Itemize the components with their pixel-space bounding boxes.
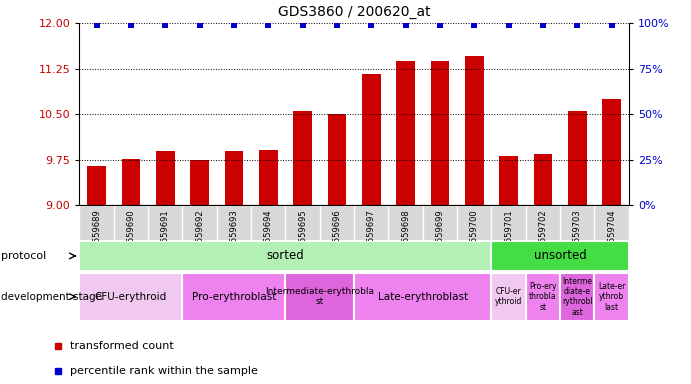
Text: GSM559696: GSM559696: [332, 210, 341, 260]
Text: Late-er
ythrob
last: Late-er ythrob last: [598, 282, 625, 311]
Text: GSM559702: GSM559702: [538, 210, 547, 260]
Bar: [568, 111, 587, 205]
Bar: [594, 273, 629, 321]
Bar: [259, 149, 278, 205]
Bar: [465, 56, 484, 205]
Text: GSM559698: GSM559698: [401, 210, 410, 260]
Bar: [602, 99, 621, 205]
Bar: [354, 273, 491, 321]
Bar: [156, 151, 175, 205]
Text: Pro-ery
throbla
st: Pro-ery throbla st: [529, 282, 557, 311]
Bar: [499, 156, 518, 205]
Text: GSM559690: GSM559690: [126, 210, 135, 260]
Text: GSM559701: GSM559701: [504, 210, 513, 260]
Bar: [362, 73, 381, 205]
Text: unsorted: unsorted: [533, 250, 587, 262]
Bar: [491, 241, 629, 271]
Text: CFU-er
ythroid: CFU-er ythroid: [495, 287, 522, 306]
Text: GSM559704: GSM559704: [607, 210, 616, 260]
Text: GSM559703: GSM559703: [573, 210, 582, 260]
Bar: [526, 273, 560, 321]
Text: Interme
diate-e
rythrobl
ast: Interme diate-e rythrobl ast: [562, 276, 593, 317]
Bar: [396, 61, 415, 205]
Bar: [122, 159, 140, 205]
Text: sorted: sorted: [267, 250, 304, 262]
Bar: [560, 273, 594, 321]
Bar: [182, 273, 285, 321]
Text: CFU-erythroid: CFU-erythroid: [95, 291, 167, 302]
Bar: [87, 166, 106, 205]
Title: GDS3860 / 200620_at: GDS3860 / 200620_at: [278, 5, 430, 19]
Text: development stage: development stage: [1, 291, 102, 302]
Text: GSM559691: GSM559691: [161, 210, 170, 260]
Text: Late-erythroblast: Late-erythroblast: [378, 291, 468, 302]
Bar: [225, 151, 243, 205]
Bar: [430, 61, 449, 205]
Bar: [79, 241, 491, 271]
Text: GSM559700: GSM559700: [470, 210, 479, 260]
Bar: [491, 273, 526, 321]
Bar: [293, 111, 312, 205]
Text: protocol: protocol: [1, 251, 46, 261]
Text: percentile rank within the sample: percentile rank within the sample: [70, 366, 258, 376]
Text: transformed count: transformed count: [70, 341, 174, 351]
Text: GSM559699: GSM559699: [435, 210, 444, 260]
Bar: [79, 273, 182, 321]
Text: GSM559689: GSM559689: [92, 210, 101, 260]
Text: GSM559695: GSM559695: [298, 210, 307, 260]
Text: GSM559693: GSM559693: [229, 210, 238, 260]
Bar: [190, 161, 209, 205]
Text: GSM559692: GSM559692: [195, 210, 204, 260]
Text: GSM559694: GSM559694: [264, 210, 273, 260]
Bar: [533, 154, 552, 205]
Bar: [328, 114, 346, 205]
Bar: [285, 273, 354, 321]
Text: Pro-erythroblast: Pro-erythroblast: [192, 291, 276, 302]
Text: GSM559697: GSM559697: [367, 210, 376, 260]
Text: Intermediate-erythrobla
st: Intermediate-erythrobla st: [265, 287, 375, 306]
